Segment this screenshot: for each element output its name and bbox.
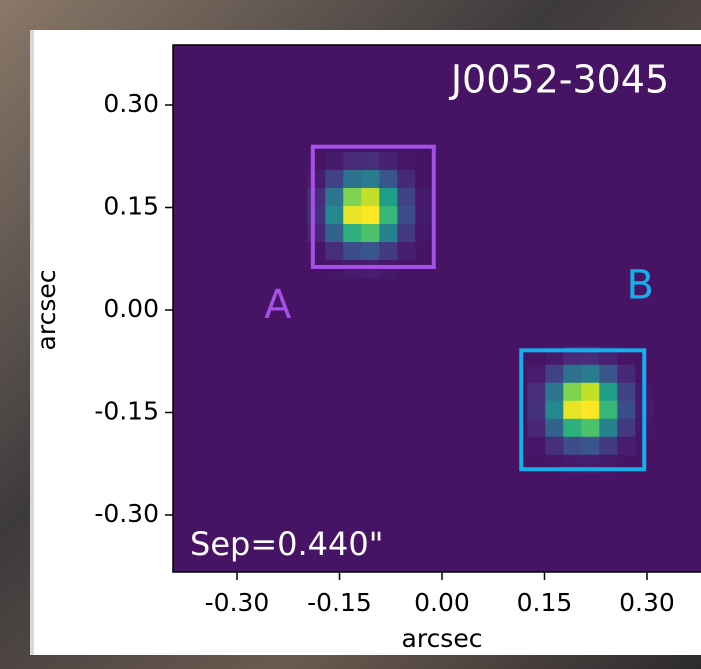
pixel: [307, 242, 326, 261]
pixel: [307, 206, 326, 225]
pixel: [581, 365, 600, 384]
pixel: [325, 188, 344, 207]
pixel: [361, 188, 380, 207]
pixel: [545, 437, 564, 456]
source-label: B: [627, 262, 654, 308]
pixel: [527, 365, 546, 384]
pixel: [563, 401, 582, 420]
pixel: [563, 365, 582, 384]
pixel: [397, 152, 416, 171]
pixel: [563, 437, 582, 456]
pixel: [599, 365, 618, 384]
pixel: [307, 170, 326, 189]
y-tick-label: -0.30: [94, 499, 159, 528]
pixel: [343, 260, 362, 279]
pixel: [289, 188, 308, 207]
figure: A B J0052-3045 Sep=0.440" arcsec arcsec -…: [0, 0, 701, 669]
pixel: [563, 383, 582, 402]
x-tick-label: -0.15: [307, 588, 372, 617]
pixel: [617, 437, 636, 456]
y-tick-label: 0.15: [103, 192, 159, 221]
pixel: [343, 188, 362, 207]
pixel: [325, 152, 344, 171]
y-tick-label: 0.30: [103, 89, 159, 118]
pixel: [527, 383, 546, 402]
y-tick-label: 0.00: [103, 294, 159, 323]
pixel: [325, 242, 344, 261]
chart-title: J0052-3045: [449, 58, 669, 102]
pixel: [415, 206, 434, 225]
pixel: [343, 170, 362, 189]
pixel: [397, 206, 416, 225]
x-tick-label: 0.30: [619, 588, 675, 617]
pixel: [325, 224, 344, 243]
pixel: [581, 329, 600, 348]
pixel: [343, 152, 362, 171]
pixel: [361, 224, 380, 243]
pixel: [307, 188, 326, 207]
pixel: [509, 401, 528, 420]
x-tick-label: -0.30: [205, 588, 270, 617]
pixel: [379, 206, 398, 225]
pixel: [379, 152, 398, 171]
pixel: [289, 206, 308, 225]
pixel: [545, 419, 564, 438]
pixel: [581, 383, 600, 402]
pixel: [617, 365, 636, 384]
pixel: [563, 419, 582, 438]
pixel: [545, 365, 564, 384]
pixel: [581, 419, 600, 438]
pixel: [397, 170, 416, 189]
pixel: [343, 224, 362, 243]
pixel: [379, 170, 398, 189]
pixel: [397, 242, 416, 261]
x-tick-label: 0.00: [414, 588, 470, 617]
pixel: [379, 188, 398, 207]
pixel: [617, 383, 636, 402]
pixel: [617, 419, 636, 438]
x-axis-label: arcsec: [402, 624, 483, 653]
pixel: [361, 134, 380, 153]
x-tick-label: 0.15: [517, 588, 573, 617]
y-tick-label: -0.15: [94, 396, 159, 425]
pixel: [581, 437, 600, 456]
pixel: [361, 170, 380, 189]
pixel: [581, 401, 600, 420]
image-area: [173, 45, 701, 572]
pixel: [599, 383, 618, 402]
pixel: [527, 419, 546, 438]
pixel: [415, 224, 434, 243]
pixel: [379, 260, 398, 279]
pixel: [397, 224, 416, 243]
pixel: [415, 170, 434, 189]
pixel: [545, 401, 564, 420]
image-background: [173, 45, 701, 572]
pixel: [527, 401, 546, 420]
pixel: [379, 224, 398, 243]
pixel: [361, 242, 380, 261]
pixel: [415, 188, 434, 207]
source-label: A: [264, 282, 292, 328]
pixel: [379, 242, 398, 261]
pixel: [527, 437, 546, 456]
pixel: [361, 152, 380, 171]
pixel: [325, 170, 344, 189]
pixel: [599, 419, 618, 438]
pixel: [599, 401, 618, 420]
pixel: [599, 437, 618, 456]
pixel: [343, 242, 362, 261]
y-axis-label: arcsec: [32, 270, 61, 351]
annotation: Sep=0.440": [190, 525, 383, 563]
pixel: [343, 206, 362, 225]
pixel: [509, 383, 528, 402]
pixel: [307, 224, 326, 243]
pixel: [361, 206, 380, 225]
pixel: [545, 383, 564, 402]
pixel: [325, 206, 344, 225]
pixel: [397, 188, 416, 207]
pixel: [617, 401, 636, 420]
pixel: [361, 260, 380, 279]
pixel: [325, 260, 344, 279]
